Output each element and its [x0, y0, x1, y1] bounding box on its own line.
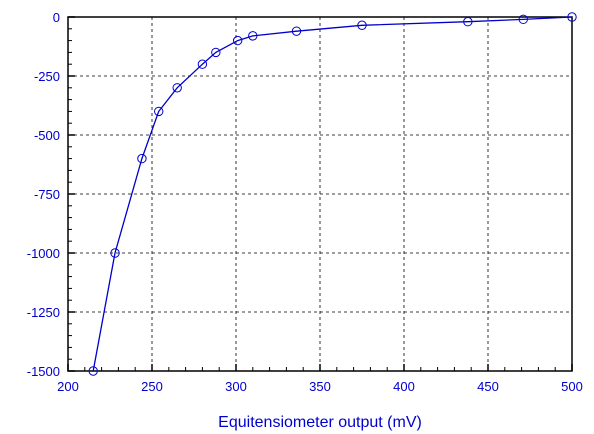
- x-axis-label: Equitensiometer output (mV): [218, 414, 422, 431]
- x-tick-label: 500: [561, 379, 583, 394]
- x-tick-label: 300: [225, 379, 247, 394]
- data-point: [232, 35, 243, 46]
- y-tick-label: -500: [34, 128, 60, 143]
- data-point: [88, 366, 98, 376]
- data-point: [291, 26, 302, 36]
- x-tick-label: 350: [309, 379, 331, 394]
- x-tick-label: 200: [57, 379, 79, 394]
- x-tick-labels: 200 250 300 350 400 450 500: [57, 379, 583, 394]
- y-tick-label: -750: [34, 187, 60, 202]
- y-tick-label: -1500: [27, 364, 60, 379]
- data-point: [172, 83, 182, 93]
- data-point: [248, 31, 258, 41]
- data-point: [357, 20, 367, 30]
- data-point: [463, 17, 473, 27]
- y-tick-label: 0: [53, 10, 60, 25]
- data-point: [567, 12, 577, 22]
- data-point: [137, 153, 147, 164]
- data-point: [518, 14, 528, 25]
- data-point: [211, 47, 221, 58]
- data-point: [197, 59, 208, 69]
- series-group: [88, 12, 577, 376]
- series-line: [92, 16, 573, 372]
- y-tick-label: -1250: [27, 305, 60, 320]
- data-point: [154, 106, 164, 117]
- grid: [68, 17, 572, 371]
- minor-ticks: [67, 16, 573, 372]
- y-tick-label: -1000: [27, 246, 60, 261]
- y-tick-labels: 0 -250 -500 -750 -1000 -1250 -1500: [27, 10, 60, 379]
- y-tick-label: -250: [34, 69, 60, 84]
- x-tick-label: 450: [477, 379, 499, 394]
- x-tick-label: 250: [141, 379, 163, 394]
- x-tick-label: 400: [393, 379, 415, 394]
- data-point: [110, 248, 120, 258]
